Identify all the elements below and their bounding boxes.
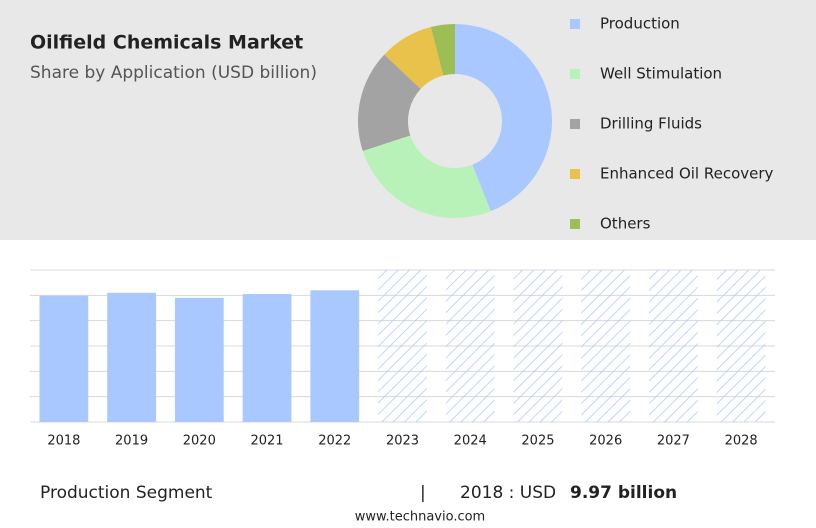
- footer-source: www.technavio.com: [355, 510, 485, 525]
- legend-swatch: [570, 69, 580, 79]
- pie-slice: [455, 24, 552, 212]
- bar: [310, 290, 360, 422]
- x-tick-label: 2022: [318, 434, 351, 449]
- x-tick-label: 2028: [725, 434, 758, 449]
- legend-swatch: [570, 119, 580, 129]
- pie-slice: [384, 27, 444, 89]
- pie-slice: [430, 24, 455, 76]
- x-tick-label: 2025: [521, 434, 554, 449]
- forecast-placeholder: [513, 270, 563, 422]
- footer-segment: Production Segment: [40, 483, 213, 503]
- x-tick-label: 2021: [250, 434, 283, 449]
- x-tick-label: 2018: [47, 434, 80, 449]
- pie-slice: [362, 135, 491, 218]
- forecast-placeholder: [445, 270, 495, 422]
- forecast-placeholder: [581, 270, 631, 422]
- forecast-placeholder: [649, 270, 698, 422]
- legend-label: Enhanced Oil Recovery: [600, 165, 774, 183]
- pie-slice: [358, 54, 421, 151]
- legend-label: Drilling Fluids: [600, 115, 702, 133]
- legend-label: Production: [600, 15, 680, 33]
- x-tick-label: 2023: [386, 434, 419, 449]
- forecast-placeholder: [378, 270, 427, 422]
- footer-year: 2018 : USD: [460, 483, 556, 503]
- legend-swatch: [570, 19, 580, 29]
- chart-subtitle: Share by Application (USD billion): [30, 63, 317, 83]
- legend-label: Well Stimulation: [600, 65, 722, 83]
- legend-swatch: [570, 169, 580, 179]
- bar: [107, 292, 156, 422]
- bar: [242, 294, 292, 422]
- chart-title: Oilfield Chemicals Market: [30, 32, 303, 54]
- x-tick-label: 2027: [657, 434, 690, 449]
- x-tick-label: 2019: [115, 434, 148, 449]
- legend-swatch: [570, 219, 580, 229]
- bar: [39, 295, 89, 422]
- x-tick-label: 2020: [183, 434, 216, 449]
- forecast-placeholder: [716, 270, 766, 422]
- legend-label: Others: [600, 215, 651, 233]
- x-tick-label: 2026: [589, 434, 622, 449]
- footer-separator: |: [420, 483, 426, 503]
- footer-value: 9.97 billion: [570, 483, 677, 503]
- bar: [174, 297, 224, 422]
- x-tick-label: 2024: [454, 434, 487, 449]
